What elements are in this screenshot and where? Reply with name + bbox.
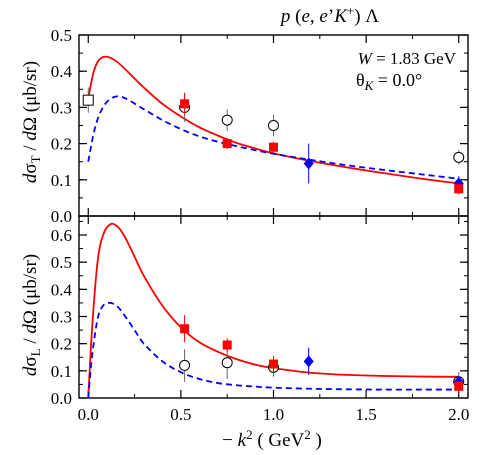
- x-tick-label: 0.0: [78, 405, 99, 424]
- data-point-filled-diamond: [303, 157, 314, 170]
- annotation-w: W = 1.83 GeV: [358, 49, 457, 68]
- curve-dashed: [87, 95, 459, 180]
- x-tick-label: 2.0: [448, 405, 469, 424]
- y-tick-label: 0.4: [51, 62, 73, 81]
- y-tick-label: 0.0: [51, 389, 72, 408]
- data-point-filled-square: [454, 381, 464, 391]
- annotation-theta: θK = 0.0°: [356, 70, 422, 93]
- data-point-open-circle: [179, 359, 191, 371]
- ylabel-sigma-t: dσT / dΩ (μb/sr): [20, 61, 43, 183]
- y-tick-label: 0.6: [51, 226, 72, 245]
- panel-sigma-l: 0.0 0.1 0.2 0.3 0.4 0.5 0.6: [51, 215, 469, 408]
- x-tick-labels: 0.0 0.5 1.0 1.5 2.0: [78, 405, 470, 424]
- data-point-filled-diamond: [303, 355, 314, 368]
- curve-solid: [87, 55, 459, 185]
- y-tick-label: 0.3: [51, 308, 72, 327]
- x-tick-label: 1.0: [263, 405, 284, 424]
- y-tick-label: 0.5: [51, 26, 72, 45]
- chart-title: p (e, e’K+) Λ: [279, 3, 379, 27]
- data-point-open-square: [82, 94, 94, 106]
- y-tick-label: 0.3: [51, 98, 72, 117]
- data-point-filled-square: [269, 142, 278, 152]
- data-point-open-circle: [221, 114, 233, 126]
- y-tick-label: 0.2: [51, 335, 72, 354]
- y-tick-label: 0.2: [51, 135, 72, 154]
- y-tick-label: 0.1: [51, 362, 72, 381]
- curve-dashed: [87, 301, 459, 399]
- y-tick-label: 0.4: [51, 280, 73, 299]
- y-tick-label: 0.0: [51, 207, 72, 226]
- y-tick-label: 0.5: [51, 253, 72, 272]
- data-point-filled-square: [180, 99, 190, 109]
- data-point-open-circle: [453, 151, 465, 163]
- xlabel: − k2 ( GeV2 ): [222, 427, 322, 451]
- x-tick-label: 1.5: [355, 405, 376, 424]
- x-tick-label: 0.5: [170, 405, 191, 424]
- y-tick-label: 0.1: [51, 171, 72, 190]
- ylabel-sigma-l: dσL / dΩ (μb/sr): [20, 254, 43, 376]
- panel-sigma-t: 0.0 0.1 0.2 0.3 0.4 0.5: [51, 26, 469, 226]
- data-point-filled-square: [222, 340, 232, 350]
- data-point-filled-square: [222, 139, 232, 149]
- data-point-open-circle: [268, 120, 279, 131]
- data-point-filled-square: [269, 359, 278, 369]
- data-point-filled-square: [454, 184, 464, 194]
- data-point-filled-square: [180, 324, 190, 334]
- data-point-open-circle: [221, 357, 233, 369]
